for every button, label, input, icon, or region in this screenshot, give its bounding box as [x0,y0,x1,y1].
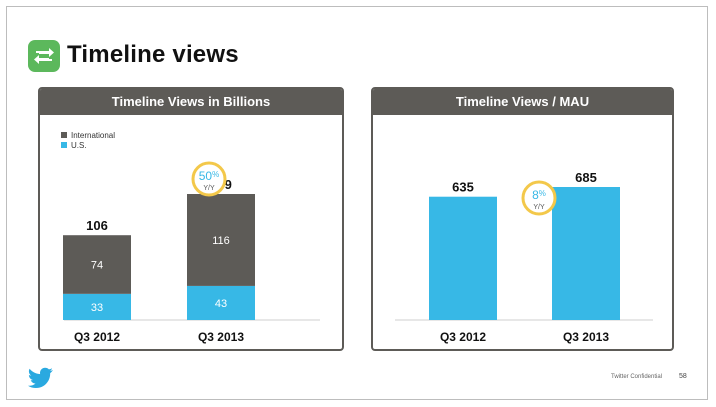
bar-us-0 [63,293,131,320]
bar-views-per-mau-1 [552,187,620,320]
chart-panel-timeline-views: Timeline Views in Billions International… [38,87,344,351]
chart-panel-views-per-mau: Timeline Views / MAU 635 Q3 2012 685 Q3 201… [371,87,674,351]
chart-title: Timeline Views / MAU [373,89,672,115]
legend-swatch-international [61,132,67,138]
yoy-badge-unit: % [539,189,546,198]
yoy-badge-ring [521,180,557,216]
twitter-bird-icon [28,367,53,388]
page-title: Timeline views [67,41,239,68]
x-tick-label: Q3 2012 [440,330,486,344]
x-tick-label: Q3 2013 [563,330,609,344]
data-label-value: 685 [575,170,597,185]
yoy-badge-unit: % [212,170,219,179]
retweet-logo-icon [28,40,60,72]
yoy-badge-ring [191,161,227,197]
page-number: 58 [679,373,687,380]
data-label-total: 106 [86,218,108,233]
bar-us-1 [187,285,255,320]
legend-swatch-us [61,142,67,148]
x-tick-label: Q3 2013 [198,330,244,344]
x-tick-label: Q3 2012 [74,330,120,344]
bar-international-1 [187,194,255,286]
data-label-us: 33 [91,302,103,314]
yoy-badge-sublabel: Y/Y [533,204,545,211]
data-label-value: 635 [452,180,474,195]
yoy-badge-sublabel: Y/Y [203,185,215,192]
data-label-international: 74 [91,260,103,272]
data-label-us: 43 [215,298,227,310]
bar-international-0 [63,235,131,294]
bar-views-per-mau-0 [429,196,497,320]
data-label-international: 116 [212,235,230,247]
legend-label: International [71,131,115,140]
confidential-label: Twitter Confidential [611,374,663,380]
chart-title: Timeline Views in Billions [40,89,342,115]
legend-label: U.S. [71,141,87,150]
